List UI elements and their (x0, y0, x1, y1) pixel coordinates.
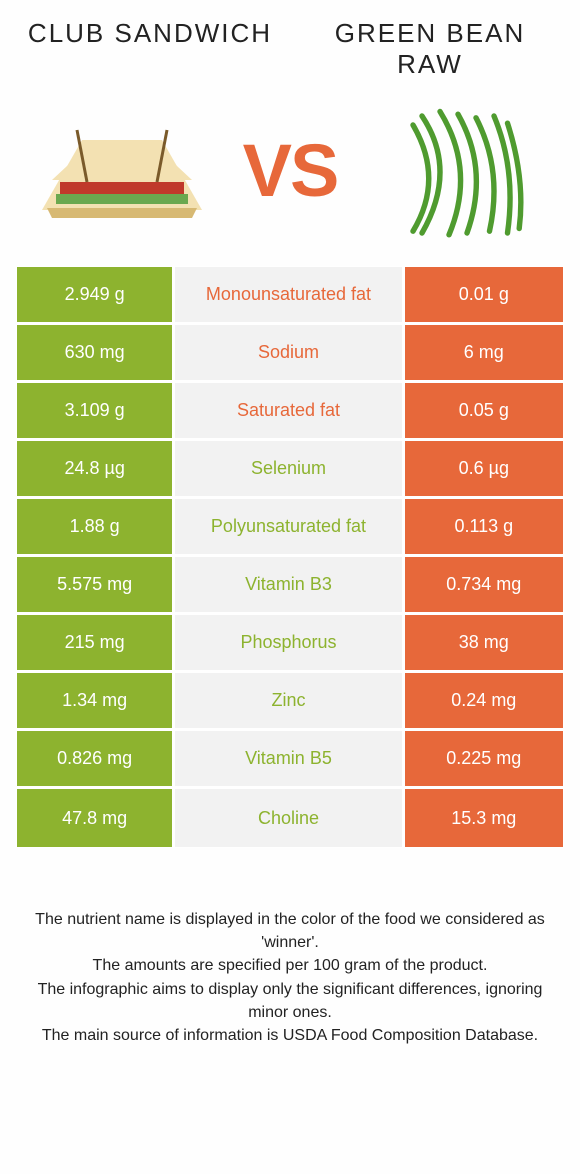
left-value-cell: 5.575 mg (17, 557, 175, 612)
nutrition-table: 2.949 gMonounsaturated fat0.01 g630 mgSo… (16, 266, 564, 848)
table-row: 630 mgSodium6 mg (17, 325, 563, 383)
left-food-image (22, 90, 222, 250)
left-value-cell: 215 mg (17, 615, 175, 670)
right-value-cell: 0.6 µg (405, 441, 563, 496)
images-row: VS (0, 86, 580, 266)
right-value-cell: 0.734 mg (405, 557, 563, 612)
nutrient-name-cell: Vitamin B5 (175, 731, 404, 786)
vs-label: VS (243, 128, 338, 213)
table-row: 2.949 gMonounsaturated fat0.01 g (17, 267, 563, 325)
right-value-cell: 6 mg (405, 325, 563, 380)
right-value-cell: 15.3 mg (405, 789, 563, 847)
table-row: 47.8 mgCholine15.3 mg (17, 789, 563, 847)
right-food-image (358, 90, 558, 250)
table-row: 215 mgPhosphorus38 mg (17, 615, 563, 673)
table-row: 3.109 gSaturated fat0.05 g (17, 383, 563, 441)
left-value-cell: 24.8 µg (17, 441, 175, 496)
table-row: 24.8 µgSelenium0.6 µg (17, 441, 563, 499)
caption-text: The nutrient name is displayed in the co… (30, 908, 550, 1047)
nutrient-name-cell: Zinc (175, 673, 404, 728)
left-value-cell: 2.949 g (17, 267, 175, 322)
table-row: 5.575 mgVitamin B30.734 mg (17, 557, 563, 615)
right-food-title: GREEN BEAN RAW (304, 18, 556, 80)
left-value-cell: 47.8 mg (17, 789, 175, 847)
nutrient-name-cell: Choline (175, 789, 404, 847)
left-value-cell: 3.109 g (17, 383, 175, 438)
nutrient-name-cell: Vitamin B3 (175, 557, 404, 612)
header: CLUB SANDWICH GREEN BEAN RAW (0, 0, 580, 86)
table-row: 0.826 mgVitamin B50.225 mg (17, 731, 563, 789)
nutrient-name-cell: Polyunsaturated fat (175, 499, 404, 554)
left-value-cell: 1.34 mg (17, 673, 175, 728)
left-food-title: CLUB SANDWICH (24, 18, 276, 80)
nutrient-name-cell: Sodium (175, 325, 404, 380)
nutrient-name-cell: Saturated fat (175, 383, 404, 438)
right-value-cell: 0.225 mg (405, 731, 563, 786)
left-value-cell: 0.826 mg (17, 731, 175, 786)
left-value-cell: 1.88 g (17, 499, 175, 554)
table-row: 1.34 mgZinc0.24 mg (17, 673, 563, 731)
right-value-cell: 0.05 g (405, 383, 563, 438)
right-value-cell: 0.113 g (405, 499, 563, 554)
table-row: 1.88 gPolyunsaturated fat0.113 g (17, 499, 563, 557)
nutrient-name-cell: Selenium (175, 441, 404, 496)
left-value-cell: 630 mg (17, 325, 175, 380)
nutrient-name-cell: Monounsaturated fat (175, 267, 404, 322)
right-value-cell: 0.24 mg (405, 673, 563, 728)
nutrient-name-cell: Phosphorus (175, 615, 404, 670)
right-value-cell: 38 mg (405, 615, 563, 670)
right-value-cell: 0.01 g (405, 267, 563, 322)
